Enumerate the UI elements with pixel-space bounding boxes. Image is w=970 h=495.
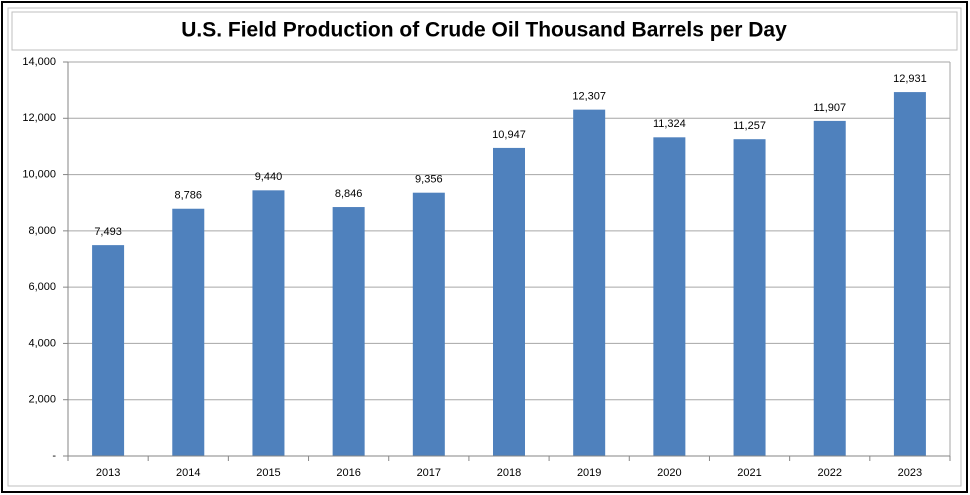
- bar: [92, 245, 125, 456]
- x-tick-label: 2021: [737, 467, 761, 479]
- value-label: 10,947: [492, 129, 526, 141]
- y-tick-label: 6,000: [28, 281, 56, 293]
- y-tick-label: 2,000: [28, 394, 56, 406]
- y-tick-label: 12,000: [22, 112, 56, 124]
- value-label: 11,907: [813, 102, 846, 114]
- bar: [653, 137, 686, 456]
- bar: [332, 207, 365, 456]
- x-tick-label: 2017: [417, 467, 441, 479]
- x-tick-label: 2014: [176, 467, 200, 479]
- value-label: 12,307: [572, 91, 606, 103]
- x-tick-label: 2022: [817, 467, 841, 479]
- y-tick-label: 8,000: [28, 225, 56, 237]
- value-label: 8,846: [335, 188, 363, 200]
- x-tick-label: 2020: [657, 467, 681, 479]
- bar: [893, 92, 926, 456]
- title-frame: [11, 11, 958, 51]
- x-tick-label: 2016: [336, 467, 360, 479]
- chart-title: U.S. Field Production of Crude Oil Thous…: [181, 19, 787, 42]
- x-tick-label: 2015: [256, 467, 280, 479]
- y-tick-label: 4,000: [28, 337, 56, 349]
- x-tick-label: 2018: [497, 467, 521, 479]
- bar: [252, 190, 285, 456]
- x-tick-label: 2019: [577, 467, 601, 479]
- y-tick-label: 10,000: [22, 168, 56, 180]
- bar: [412, 192, 445, 456]
- value-label: 11,324: [653, 118, 686, 130]
- value-label: 12,931: [893, 73, 927, 85]
- x-tick-label: 2023: [898, 467, 922, 479]
- value-label: 8,786: [175, 190, 203, 202]
- bar: [733, 139, 766, 456]
- value-label: 9,356: [415, 174, 443, 186]
- y-tick-label: -: [52, 450, 56, 462]
- value-label: 7,493: [94, 226, 122, 238]
- y-tick-label: 14,000: [22, 56, 56, 68]
- bar: [172, 208, 205, 456]
- x-tick-label: 2013: [96, 467, 120, 479]
- chart-frame: [7, 7, 962, 487]
- bar: [573, 109, 606, 456]
- value-label: 9,440: [255, 171, 283, 183]
- bar: [813, 120, 846, 456]
- bar: [493, 147, 525, 456]
- value-label: 11,257: [733, 120, 766, 132]
